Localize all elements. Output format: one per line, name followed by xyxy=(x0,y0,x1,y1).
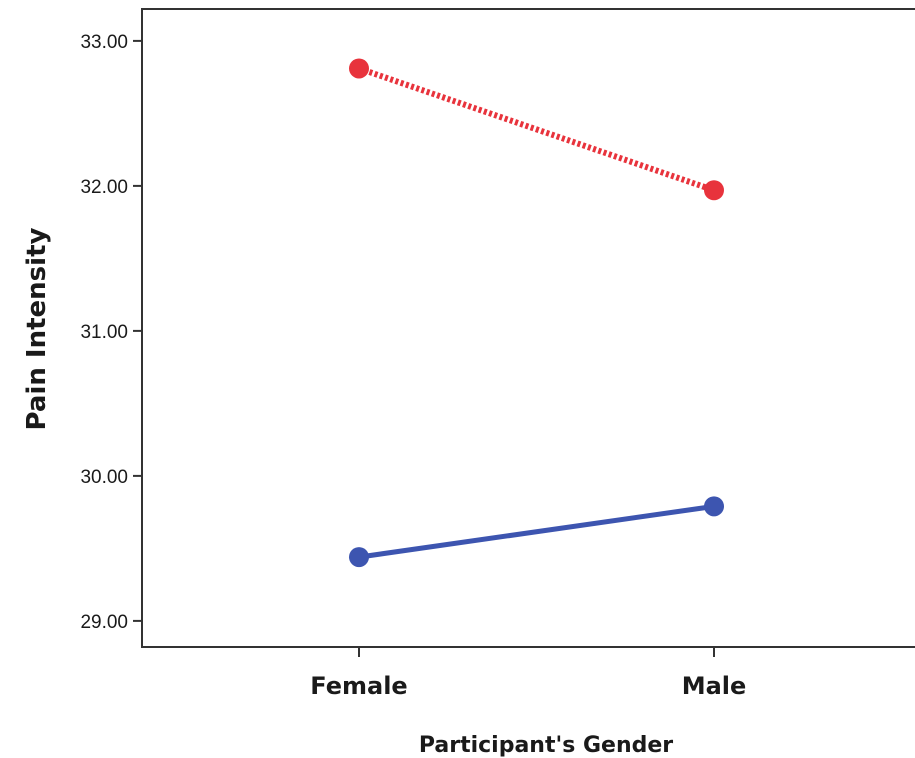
data-point xyxy=(349,58,369,79)
y-tick-label: 33.00 xyxy=(80,32,128,53)
y-tick-label: 30.00 xyxy=(80,467,128,488)
x-tick-label: Female xyxy=(310,672,407,700)
series-line xyxy=(358,65,715,194)
series-line xyxy=(358,503,715,560)
x-tick-label: Male xyxy=(682,672,747,700)
y-axis-title: Pain Intensity xyxy=(22,228,52,431)
series-layer xyxy=(349,58,724,568)
y-axis: 29.00 30.00 31.00 32.00 33.00 xyxy=(80,32,142,633)
x-axis-title: Participant's Gender xyxy=(419,733,673,758)
x-axis: Female Male xyxy=(310,647,746,700)
data-point xyxy=(704,496,724,517)
y-tick-label: 32.00 xyxy=(80,177,128,198)
y-tick-label: 29.00 xyxy=(80,612,128,633)
data-point xyxy=(349,547,369,568)
data-point xyxy=(704,180,724,201)
y-tick-label: 31.00 xyxy=(80,322,128,343)
plot-frame xyxy=(141,8,915,648)
